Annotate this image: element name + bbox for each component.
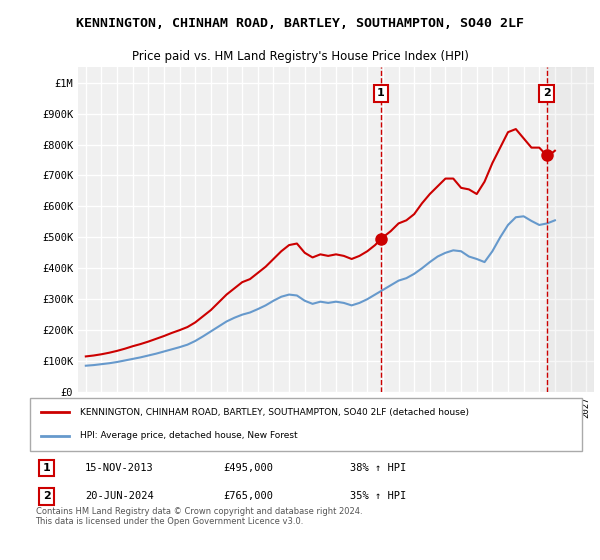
Text: 2: 2 (43, 491, 50, 501)
Text: Price paid vs. HM Land Registry's House Price Index (HPI): Price paid vs. HM Land Registry's House … (131, 50, 469, 63)
Text: 15-NOV-2013: 15-NOV-2013 (85, 463, 154, 473)
Text: 1: 1 (43, 463, 50, 473)
Text: 38% ↑ HPI: 38% ↑ HPI (350, 463, 406, 473)
FancyBboxPatch shape (30, 398, 582, 451)
Text: KENNINGTON, CHINHAM ROAD, BARTLEY, SOUTHAMPTON, SO40 2LF: KENNINGTON, CHINHAM ROAD, BARTLEY, SOUTH… (76, 17, 524, 30)
Text: 35% ↑ HPI: 35% ↑ HPI (350, 491, 406, 501)
Text: 20-JUN-2024: 20-JUN-2024 (85, 491, 154, 501)
Text: KENNINGTON, CHINHAM ROAD, BARTLEY, SOUTHAMPTON, SO40 2LF (detached house): KENNINGTON, CHINHAM ROAD, BARTLEY, SOUTH… (80, 408, 469, 417)
Text: £495,000: £495,000 (223, 463, 273, 473)
Bar (547, 67, 594, 392)
Text: Contains HM Land Registry data © Crown copyright and database right 2024.
This d: Contains HM Land Registry data © Crown c… (35, 507, 362, 526)
Text: £765,000: £765,000 (223, 491, 273, 501)
Text: 1: 1 (377, 88, 385, 98)
Text: 2: 2 (543, 88, 550, 98)
Text: HPI: Average price, detached house, New Forest: HPI: Average price, detached house, New … (80, 431, 298, 440)
